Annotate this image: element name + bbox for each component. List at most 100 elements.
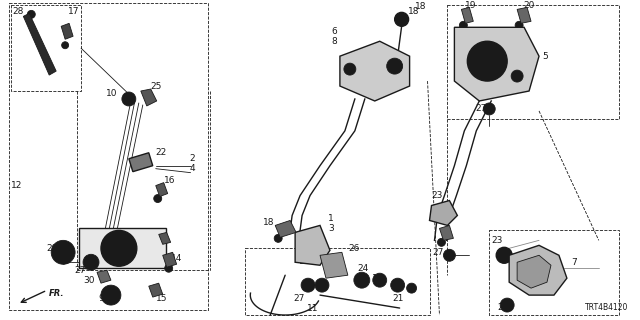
Circle shape (83, 254, 99, 270)
Text: 21: 21 (393, 293, 404, 303)
Circle shape (305, 282, 311, 288)
Polygon shape (295, 225, 330, 265)
Circle shape (410, 286, 413, 290)
Circle shape (274, 234, 282, 242)
Circle shape (399, 16, 404, 22)
Circle shape (504, 302, 510, 308)
Text: 27: 27 (74, 266, 86, 275)
Circle shape (101, 285, 121, 305)
Polygon shape (148, 283, 163, 297)
Text: 10: 10 (106, 89, 118, 98)
Circle shape (319, 282, 325, 288)
Text: 24: 24 (358, 264, 369, 273)
Text: 19: 19 (465, 1, 477, 10)
Circle shape (111, 240, 127, 256)
Polygon shape (141, 89, 157, 106)
Circle shape (511, 70, 523, 82)
Circle shape (483, 103, 495, 115)
Text: 27: 27 (433, 248, 444, 257)
Text: 28: 28 (12, 7, 24, 16)
Circle shape (372, 273, 387, 287)
Bar (358, 59, 376, 79)
Circle shape (387, 58, 403, 74)
Circle shape (164, 264, 173, 272)
Circle shape (438, 238, 445, 246)
Circle shape (61, 42, 68, 49)
Circle shape (51, 240, 75, 264)
Polygon shape (454, 27, 539, 101)
Circle shape (126, 96, 132, 102)
Text: 3: 3 (328, 224, 333, 233)
Polygon shape (97, 270, 111, 283)
Circle shape (531, 266, 543, 278)
Circle shape (354, 272, 370, 288)
Circle shape (28, 10, 35, 18)
Text: TRT4B4120: TRT4B4120 (585, 303, 628, 312)
Circle shape (377, 277, 383, 283)
Text: 18: 18 (408, 7, 419, 16)
Polygon shape (159, 232, 171, 244)
Circle shape (460, 21, 467, 29)
Text: 27: 27 (476, 104, 486, 114)
Text: 13: 13 (372, 274, 383, 283)
Text: 23: 23 (492, 236, 502, 245)
Text: 12: 12 (12, 181, 23, 190)
Text: 30: 30 (83, 276, 95, 285)
Text: 14: 14 (171, 254, 182, 263)
Text: 4: 4 (189, 164, 195, 173)
Text: 8: 8 (331, 37, 337, 46)
Polygon shape (509, 245, 567, 295)
Text: 27: 27 (497, 302, 509, 312)
Circle shape (392, 63, 397, 69)
Circle shape (444, 249, 456, 261)
Text: 2: 2 (189, 154, 195, 163)
Circle shape (479, 53, 495, 69)
Circle shape (101, 230, 137, 266)
Text: 26: 26 (348, 244, 359, 253)
Polygon shape (517, 255, 551, 288)
Text: 22: 22 (156, 148, 167, 157)
Circle shape (515, 21, 523, 29)
Text: 16: 16 (164, 176, 175, 185)
Text: 25: 25 (151, 82, 162, 91)
Circle shape (496, 247, 512, 263)
Text: FR.: FR. (49, 289, 65, 298)
Polygon shape (61, 23, 73, 39)
Circle shape (154, 195, 162, 203)
Circle shape (122, 92, 136, 106)
Circle shape (301, 278, 315, 292)
Text: 11: 11 (307, 304, 319, 313)
Text: 29: 29 (46, 244, 58, 253)
Circle shape (315, 278, 329, 292)
Bar (300, 248, 318, 263)
Polygon shape (461, 7, 474, 23)
Text: 1: 1 (328, 214, 333, 223)
Polygon shape (440, 225, 453, 240)
Polygon shape (517, 7, 531, 23)
Polygon shape (129, 153, 153, 172)
Circle shape (395, 12, 408, 26)
Polygon shape (429, 201, 458, 225)
Polygon shape (163, 252, 177, 267)
Circle shape (359, 277, 365, 283)
Polygon shape (340, 41, 410, 101)
Text: 23: 23 (431, 191, 443, 200)
Text: 18: 18 (263, 218, 275, 227)
Polygon shape (23, 13, 56, 75)
Polygon shape (79, 228, 166, 268)
Circle shape (58, 247, 68, 257)
Text: 27: 27 (293, 293, 305, 303)
Text: 6: 6 (331, 27, 337, 36)
Text: 5: 5 (542, 52, 548, 61)
Circle shape (344, 63, 356, 75)
Text: 15: 15 (156, 293, 167, 303)
Bar (10, 4, 209, 310)
Polygon shape (275, 220, 296, 237)
Circle shape (406, 283, 417, 293)
Polygon shape (156, 183, 168, 196)
Circle shape (395, 282, 401, 288)
Circle shape (500, 298, 514, 312)
Text: 17: 17 (68, 7, 79, 16)
Text: 9: 9 (98, 293, 104, 303)
Circle shape (88, 259, 94, 265)
